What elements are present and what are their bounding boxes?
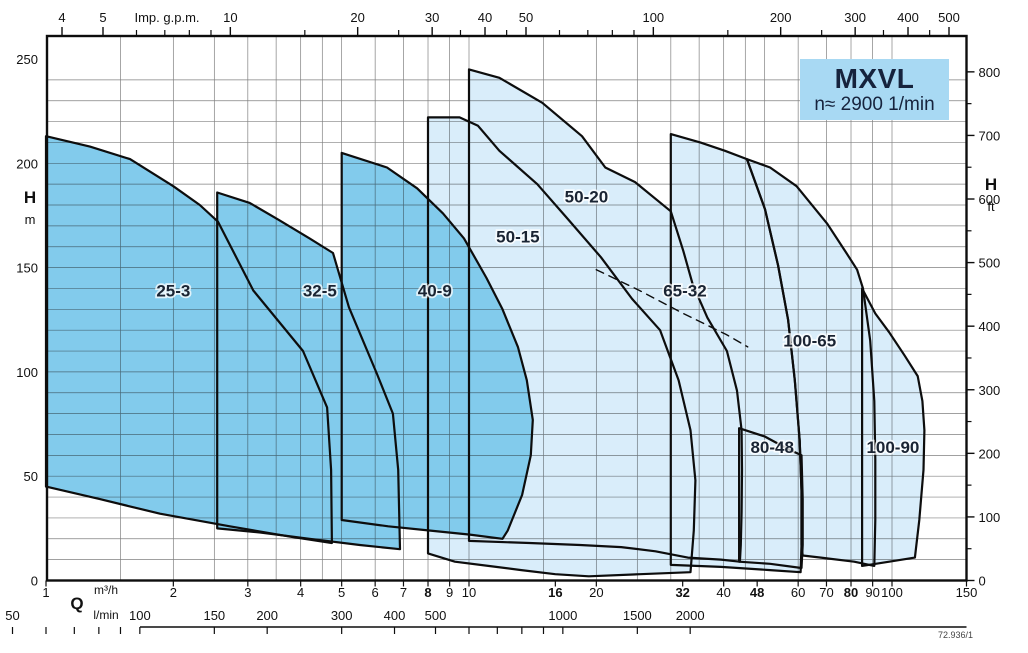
bottom-axis-m3h-label: 9 bbox=[446, 585, 453, 600]
bottom-axis-m3h-label: 10 bbox=[462, 585, 476, 600]
top-axis-unit-label: Imp. g.p.m. bbox=[134, 10, 199, 25]
region-fill-80-48 bbox=[739, 428, 803, 568]
bottom-axis-lmin-label: 50 bbox=[5, 608, 19, 623]
bottom-axis-lmin-label: 150 bbox=[203, 608, 225, 623]
model-name: MXVL bbox=[834, 62, 915, 94]
bottom-axis-m3h-label: 20 bbox=[589, 585, 603, 600]
region-outline-50-15 bbox=[426, 116, 697, 578]
region-outline-25-3 bbox=[44, 135, 333, 545]
region-outline-40-9 bbox=[340, 151, 534, 540]
region-outline-100-90 bbox=[861, 287, 926, 567]
bottom-axis-m3h-label: 32 bbox=[675, 585, 689, 600]
bottom-axis-m3h-label: 8 bbox=[424, 585, 431, 600]
top-axis-label: 100 bbox=[642, 10, 664, 25]
right-axis-label: 700 bbox=[979, 128, 1001, 143]
drawing-code: 72.936/1 bbox=[937, 630, 973, 640]
region-label-80-48: 80-48 bbox=[750, 438, 793, 457]
bottom-axis-q-label: Q bbox=[70, 594, 83, 613]
bottom-axis-m3h-label: 80 bbox=[844, 585, 858, 600]
bottom-axis-lmin-label: 1000 bbox=[548, 608, 577, 623]
region-label-50-15: 50-15 bbox=[496, 227, 539, 246]
right-axis-label: 800 bbox=[979, 65, 1001, 80]
bottom-axis-m3h-label: 40 bbox=[716, 585, 730, 600]
left-axis-label: 200 bbox=[16, 156, 38, 171]
left-axis-unit: m bbox=[25, 212, 36, 227]
right-axis-label: 0 bbox=[979, 574, 986, 589]
top-axis-label: 400 bbox=[897, 10, 919, 25]
right-axis-label: 100 bbox=[979, 510, 1001, 525]
bottom-axis-m3h-label: 5 bbox=[338, 585, 345, 600]
region-fill-100-90 bbox=[862, 288, 925, 566]
bottom-axis-lmin-label: 300 bbox=[331, 608, 353, 623]
top-axis-label: 20 bbox=[350, 10, 364, 25]
bottom-axis-m3h-label: 100 bbox=[881, 585, 903, 600]
left-axis-label: 50 bbox=[24, 469, 38, 484]
bottom-axis-m3h-label: 16 bbox=[548, 585, 562, 600]
bottom-axis-m3h-label: 1 bbox=[42, 585, 49, 600]
top-axis-label: 40 bbox=[478, 10, 492, 25]
dashed-divider-line bbox=[595, 269, 749, 348]
region-label-50-20: 50-20 bbox=[565, 188, 608, 207]
top-axis-label: 4 bbox=[58, 10, 65, 25]
bottom-axis-lmin-unit: l/min bbox=[93, 608, 118, 622]
bottom-axis-lmin-label: 200 bbox=[256, 608, 278, 623]
right-axis-label: 400 bbox=[979, 319, 1001, 334]
region-outline-100-65 bbox=[745, 158, 877, 567]
bottom-axis-m3h-label: 48 bbox=[750, 585, 764, 600]
title-box: MXVL n≈ 2900 1/min bbox=[800, 59, 949, 120]
bottom-axis-m3h-label: 3 bbox=[244, 585, 251, 600]
top-axis-label: 200 bbox=[770, 10, 792, 25]
left-axis-label: 100 bbox=[16, 365, 38, 380]
right-axis-label: 600 bbox=[979, 192, 1001, 207]
bottom-axis-lmin-label: 100 bbox=[129, 608, 151, 623]
bottom-axis-m3h-label: 2 bbox=[170, 585, 177, 600]
region-label-40-9: 40-9 bbox=[418, 282, 452, 301]
bottom-axis-m3h-label: 60 bbox=[791, 585, 805, 600]
bottom-axis-m3h-label: 90 bbox=[865, 585, 879, 600]
region-label-25-3: 25-3 bbox=[156, 282, 190, 301]
top-axis-label: 50 bbox=[519, 10, 533, 25]
gridlines bbox=[47, 36, 967, 581]
region-fill-100-65 bbox=[746, 159, 876, 566]
region-labels: 50-15 50-20 65-32 100-65 80-48 100-90 25-3 32-5… bbox=[155, 186, 922, 459]
region-outlines bbox=[44, 68, 926, 578]
bottom-axis-m3h-unit: m³/h bbox=[94, 583, 118, 597]
bottom-axis-m3h-label: 7 bbox=[400, 585, 407, 600]
top-axis-label: 300 bbox=[844, 10, 866, 25]
region-outline-80-48 bbox=[738, 427, 804, 570]
left-axis-label: 0 bbox=[31, 574, 38, 589]
top-axis-label: 10 bbox=[223, 10, 237, 25]
region-label-100-90: 100-90 bbox=[866, 438, 919, 457]
right-axis-title: H bbox=[985, 175, 997, 194]
right-axis-unit: ft bbox=[987, 199, 995, 214]
bottom-axis-m3h-label: 150 bbox=[956, 585, 978, 600]
region-outline-32-5 bbox=[216, 191, 402, 551]
bottom-axis-m3h-label: 70 bbox=[819, 585, 833, 600]
region-fill-40-9 bbox=[341, 152, 533, 539]
region-label-32-5: 32-5 bbox=[303, 282, 337, 301]
bottom-axis-lmin-label: 1500 bbox=[623, 608, 652, 623]
rotation-speed: n≈ 2900 1/min bbox=[814, 94, 935, 116]
region-label-100-65: 100-65 bbox=[783, 332, 836, 351]
region-fills bbox=[46, 69, 925, 577]
region-label-65-32: 65-32 bbox=[663, 282, 706, 301]
top-axis-label: 30 bbox=[425, 10, 439, 25]
top-axis-label: 5 bbox=[99, 10, 106, 25]
bottom-axis-lmin-label: 2000 bbox=[676, 608, 705, 623]
left-axis-label: 250 bbox=[16, 52, 38, 67]
right-axis-label: 200 bbox=[979, 446, 1001, 461]
left-axis-label: 150 bbox=[16, 261, 38, 276]
right-axis-label: 300 bbox=[979, 383, 1001, 398]
bottom-axis-m3h-label: 6 bbox=[372, 585, 379, 600]
region-outline-50-20 bbox=[467, 68, 744, 563]
bottom-axis-m3h-label: 4 bbox=[297, 585, 304, 600]
top-axis-label: 500 bbox=[938, 10, 960, 25]
bottom-axis-lmin-label: 400 bbox=[384, 608, 406, 623]
bottom-axis-lmin-label: 500 bbox=[425, 608, 447, 623]
left-axis-title: H bbox=[24, 188, 36, 207]
right-axis-label: 500 bbox=[979, 256, 1001, 271]
